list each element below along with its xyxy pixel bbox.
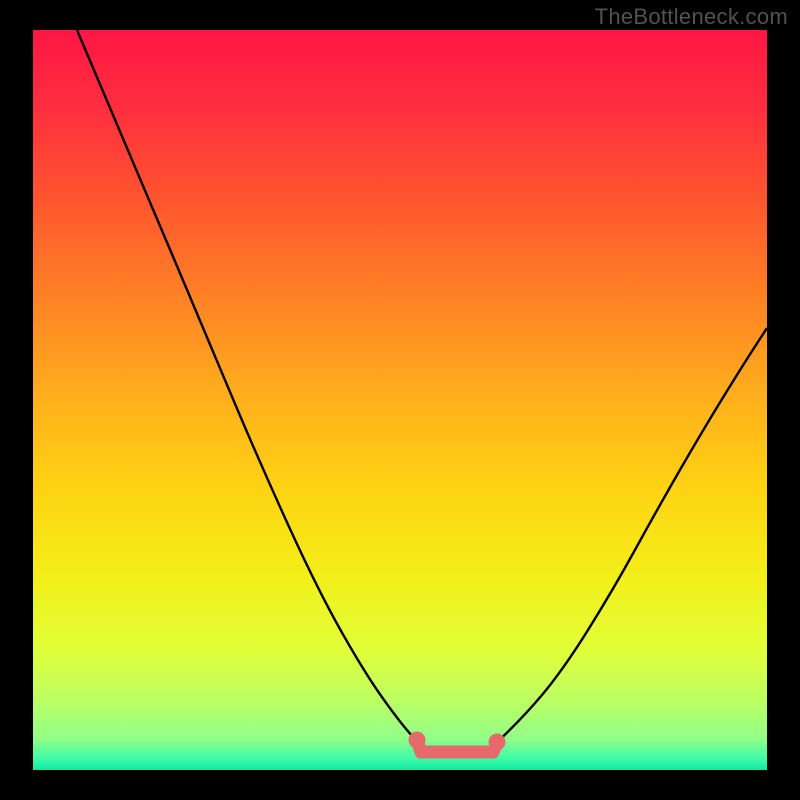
curve-left-branch <box>77 30 421 746</box>
bottleneck-curve <box>33 30 767 770</box>
source-watermark: TheBottleneck.com <box>595 4 788 30</box>
curve-right-branch <box>493 328 767 746</box>
optimal-range-marker <box>409 732 506 753</box>
plot-area <box>33 30 767 770</box>
chart-root: TheBottleneck.com <box>0 0 800 800</box>
